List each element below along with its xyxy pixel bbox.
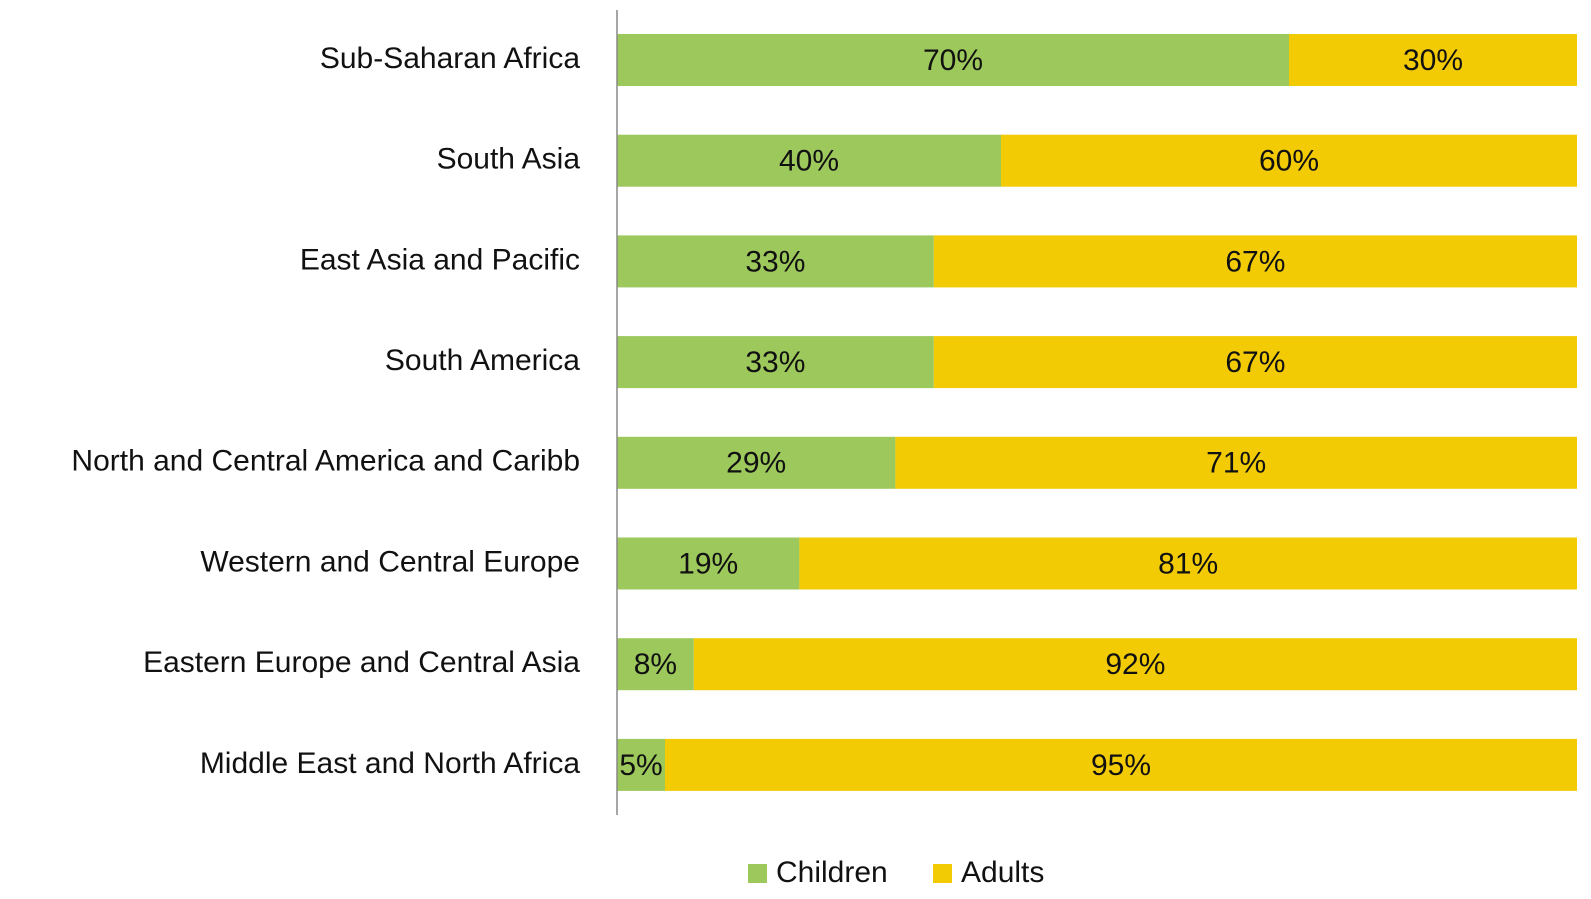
data-label: 60%: [1259, 145, 1319, 178]
bar-segment: [1289, 34, 1577, 86]
data-label: 19%: [678, 547, 738, 580]
bar-segment: [617, 738, 665, 791]
bar-segment: [693, 638, 1577, 691]
data-label: 33%: [745, 245, 805, 278]
bar-segment: [665, 738, 1577, 791]
data-label: 29%: [726, 447, 786, 480]
y-tick-label: Middle East and North Africa: [200, 747, 581, 780]
data-label: 33%: [745, 346, 805, 379]
legend-label: Adults: [961, 856, 1044, 889]
y-tick-label: Western and Central Europe: [200, 545, 580, 578]
bar-segment: [617, 134, 1001, 187]
y-tick-label: North and Central America and Caribb: [71, 445, 580, 478]
data-label: 30%: [1403, 44, 1463, 77]
legend-label: Children: [776, 856, 888, 889]
y-tick-label: South Asia: [437, 143, 581, 176]
y-tick-label: Sub-Saharan Africa: [320, 42, 580, 75]
data-label: 70%: [923, 44, 983, 77]
bar-segment: [617, 34, 1289, 86]
data-label: 5%: [619, 749, 662, 782]
data-label: 95%: [1091, 749, 1151, 782]
data-label: 67%: [1225, 245, 1285, 278]
bar-segment: [617, 436, 896, 489]
bar-segment: [1001, 134, 1577, 187]
data-label: 71%: [1206, 447, 1266, 480]
legend-swatch: [748, 864, 767, 883]
legend-swatch: [933, 864, 952, 883]
bar-segment: [617, 235, 934, 288]
bar-segment: [895, 436, 1577, 489]
bar-segment: [617, 336, 934, 389]
y-tick-label: East Asia and Pacific: [300, 243, 580, 276]
data-label: 67%: [1225, 346, 1285, 379]
y-tick-label: South America: [385, 344, 580, 377]
y-tick-label: Eastern Europe and Central Asia: [143, 646, 580, 679]
bar-segment: [617, 638, 694, 691]
data-label: 40%: [779, 145, 839, 178]
bar-segment: [799, 537, 1577, 590]
data-label: 8%: [634, 648, 677, 681]
bar-segment: [933, 336, 1577, 389]
bar-segment: [617, 537, 800, 590]
data-label: 81%: [1158, 547, 1218, 580]
data-label: 92%: [1105, 648, 1165, 681]
bar-segment: [933, 235, 1577, 288]
